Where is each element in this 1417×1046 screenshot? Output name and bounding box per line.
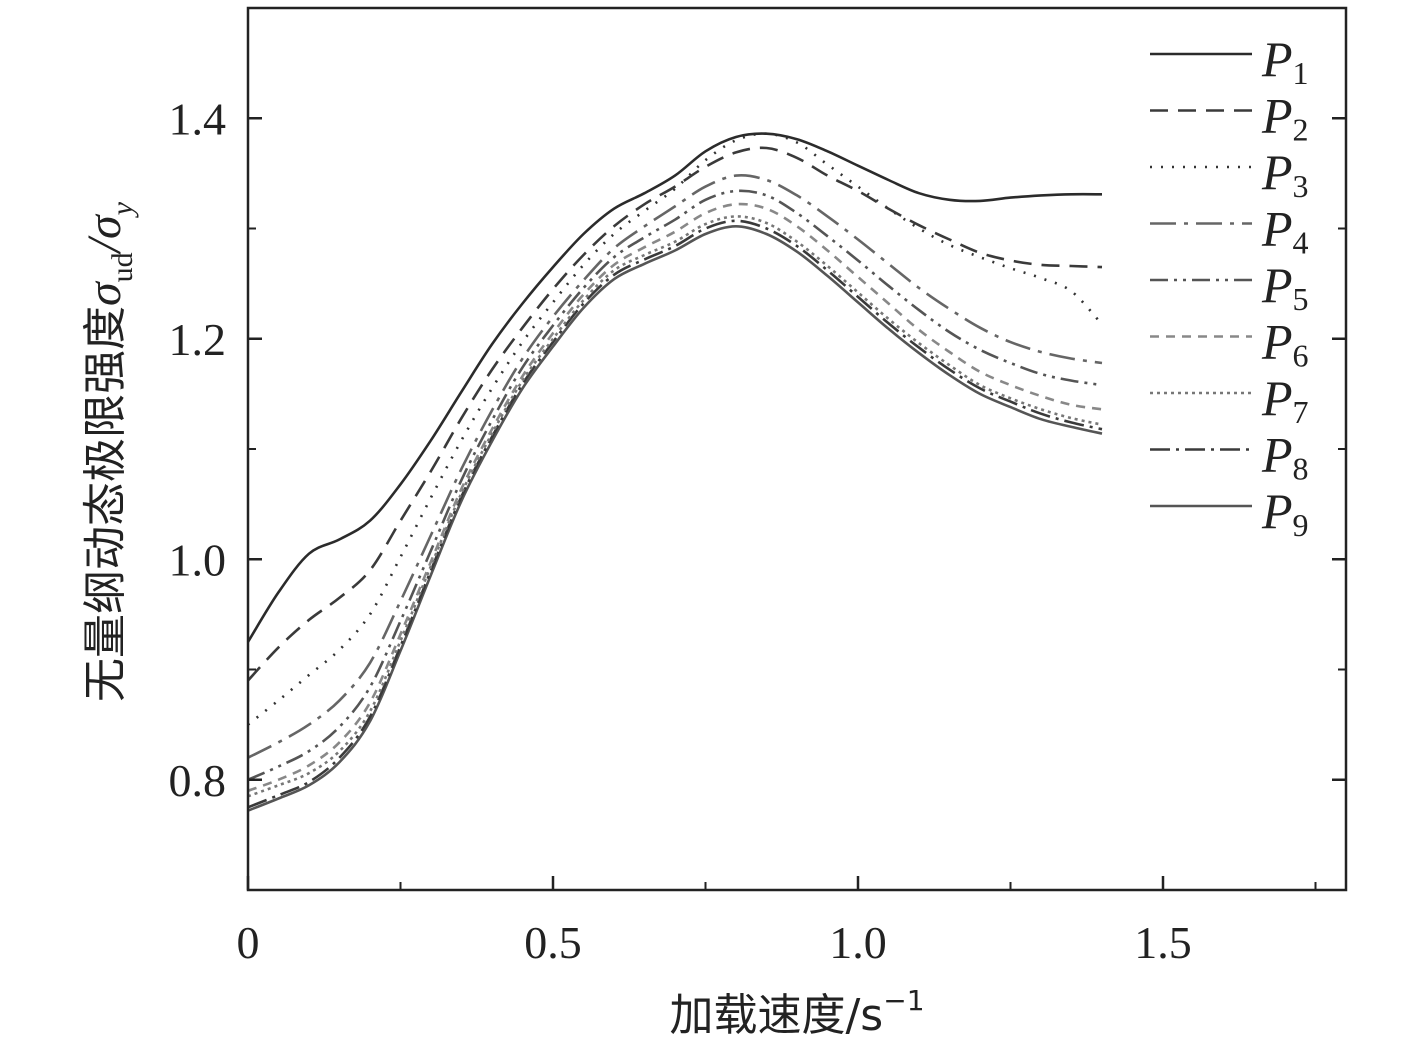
x-axis-title-sup: −1: [883, 984, 924, 1017]
axis-ticks: 0 0.5 1.0 1.5 0.8 1.0 1.2 1.4: [169, 93, 1346, 968]
legend-label-p2: P2: [1261, 88, 1309, 148]
legend-label-p8: P8: [1261, 427, 1309, 487]
legend-label-sub: 4: [1293, 225, 1309, 261]
x-tick-label: 1.5: [1134, 917, 1192, 968]
x-axis-title-text: 加载速度/s: [669, 990, 883, 1041]
legend-label-name: P: [1261, 257, 1293, 313]
x-tick-label: 1.0: [829, 917, 887, 968]
plot-lines: [246, 132, 1103, 812]
series-line-p4: [247, 174, 1103, 759]
legend-label-sub: 7: [1293, 394, 1309, 430]
series-line-p8: [247, 219, 1103, 809]
y-axis-title-sym: σ: [78, 280, 131, 306]
legend-label-sub: 8: [1293, 451, 1309, 487]
y-axis-title-sub1: ud: [106, 252, 139, 282]
legend-label-sub: 5: [1293, 281, 1309, 317]
legend-label-p1: P1: [1261, 31, 1309, 91]
series-line-p6: [247, 202, 1103, 793]
legend-label-p7: P7: [1261, 370, 1309, 430]
legend-label-p3: P3: [1261, 144, 1309, 204]
legend-label-name: P: [1261, 88, 1293, 144]
y-axis-title: 无量纲动态极限强度σud/σy: [78, 201, 139, 702]
series-line-p5: [247, 189, 1103, 781]
legend-label-p9: P9: [1261, 483, 1309, 543]
series-line-p2: [247, 146, 1103, 682]
legend-label-name: P: [1261, 370, 1293, 426]
legend-label-p5: P5: [1261, 257, 1309, 317]
series-line-p9: [247, 224, 1103, 812]
y-tick-label: 1.4: [169, 93, 227, 144]
y-tick-label: 1.0: [169, 534, 227, 585]
series-line-p1: [246, 132, 1103, 643]
y-axis-title-sym2: /σ: [78, 213, 131, 255]
legend-label-p4: P4: [1261, 201, 1309, 261]
x-tick-label: 0.5: [524, 917, 582, 968]
legend-label-p6: P6: [1261, 314, 1309, 374]
y-axis-title-text: 无量纲动态极限强度: [80, 306, 131, 702]
legend-label-sub: 9: [1293, 507, 1309, 543]
legend-label-name: P: [1261, 201, 1293, 257]
x-tick-label: 0: [237, 917, 260, 968]
y-tick-label: 1.2: [169, 314, 227, 365]
y-tick-label: 0.8: [169, 755, 227, 806]
series-line-p3: [247, 132, 1103, 726]
legend-label-name: P: [1261, 483, 1293, 539]
x-axis-title: 加载速度/s−1: [669, 984, 924, 1041]
y-axis-title-sub2: y: [106, 201, 139, 218]
legend-label-sub: 1: [1293, 55, 1309, 91]
legend-label-name: P: [1261, 144, 1293, 200]
legend-label-name: P: [1261, 314, 1293, 370]
legend-label-sub: 6: [1293, 338, 1309, 374]
legend-label-name: P: [1261, 31, 1293, 87]
legend-label-sub: 3: [1293, 168, 1309, 204]
legend-label-name: P: [1261, 427, 1293, 483]
legend-label-sub: 2: [1293, 112, 1309, 148]
